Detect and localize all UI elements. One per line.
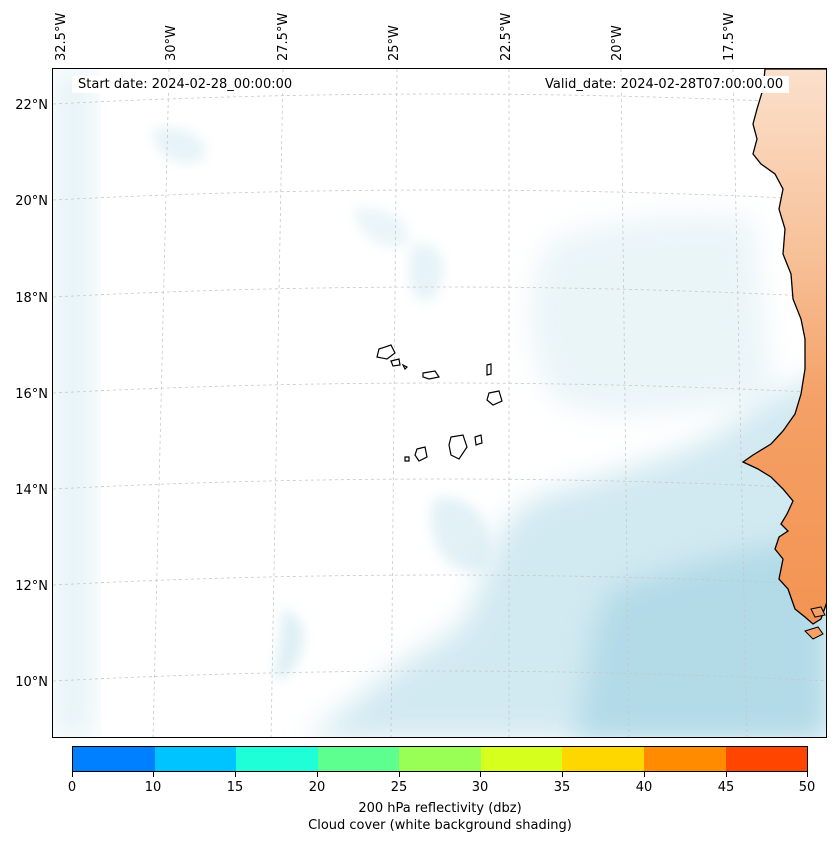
colorbar-segment [73, 747, 155, 771]
colorbar-tick-label: 0 [67, 780, 77, 795]
lon-label: 27.5°W [276, 12, 291, 61]
lat-label: 12°N [15, 579, 48, 594]
lon-label: 30°W [164, 25, 179, 61]
colorbar-subtitle: Cloud cover (white background shading) [308, 818, 572, 833]
colorbar-tick [317, 772, 318, 777]
lon-label: 20°W [610, 25, 625, 61]
colorbar-segment [725, 747, 808, 771]
colorbar-tick-label: 15 [226, 780, 244, 795]
lat-label: 16°N [15, 387, 48, 402]
guinea-islands [804, 606, 826, 640]
colorbar-tick [399, 772, 400, 777]
colorbar-segment [236, 747, 318, 771]
colorbar-segment [154, 747, 237, 771]
colorbar-tick [562, 772, 563, 777]
colorbar-segment [317, 747, 400, 771]
colorbar-tick [72, 772, 73, 777]
colorbar-segment [480, 747, 563, 771]
colorbar-segment [643, 747, 726, 771]
graticule [53, 69, 826, 737]
map-canvas [53, 69, 826, 737]
colorbar-tick [480, 772, 481, 777]
colorbar-title: 200 hPa reflectivity (dbz) [358, 801, 522, 816]
colorbar-tick-label: 50 [798, 780, 816, 795]
colorbar-tick [235, 772, 236, 777]
cloud-cover-shading [53, 69, 826, 737]
colorbar-tick-label: 30 [471, 780, 489, 795]
colorbar-tick-label: 25 [390, 780, 408, 795]
colorbar-tick-label: 45 [717, 780, 735, 795]
colorbar [72, 746, 808, 772]
lat-label: 14°N [15, 483, 48, 498]
colorbar-tick [726, 772, 727, 777]
lat-label: 20°N [15, 194, 48, 209]
valid-date-label: Valid_date: 2024-02-28T07:00:00.00 [539, 76, 790, 93]
lat-label: 18°N [15, 291, 48, 306]
cape-verde-islands [376, 344, 503, 462]
colorbar-tick [807, 772, 808, 777]
lon-label: 17.5°W [722, 12, 737, 61]
lon-label: 32.5°W [54, 12, 69, 61]
lat-label: 22°N [15, 98, 48, 113]
colorbar-tick [153, 772, 154, 777]
colorbar-tick-label: 20 [308, 780, 326, 795]
lat-label: 10°N [15, 675, 48, 690]
colorbar-tick-label: 35 [553, 780, 571, 795]
map-panel[interactable] [52, 68, 827, 738]
lon-label: 22.5°W [499, 12, 514, 61]
colorbar-segment [399, 747, 481, 771]
african-coastline [741, 69, 826, 625]
start-date-label: Start date: 2024-02-28_00:00:00 [72, 76, 299, 93]
colorbar-tick-label: 10 [144, 780, 162, 795]
colorbar-tick-label: 40 [635, 780, 653, 795]
lon-label: 25°W [387, 25, 402, 61]
colorbar-segment [562, 747, 644, 771]
colorbar-tick [644, 772, 645, 777]
